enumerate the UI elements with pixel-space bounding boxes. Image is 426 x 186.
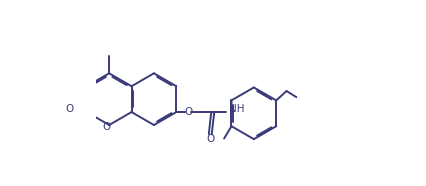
Text: NH: NH <box>229 104 244 114</box>
Text: O: O <box>184 107 192 117</box>
Text: O: O <box>206 134 214 144</box>
Text: O: O <box>65 104 73 114</box>
Text: O: O <box>102 122 110 132</box>
